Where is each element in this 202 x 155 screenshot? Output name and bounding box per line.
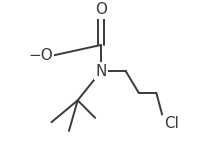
- Text: −O: −O: [28, 48, 53, 63]
- Text: N: N: [95, 64, 107, 79]
- Text: O: O: [95, 2, 107, 17]
- Text: Cl: Cl: [164, 116, 179, 131]
